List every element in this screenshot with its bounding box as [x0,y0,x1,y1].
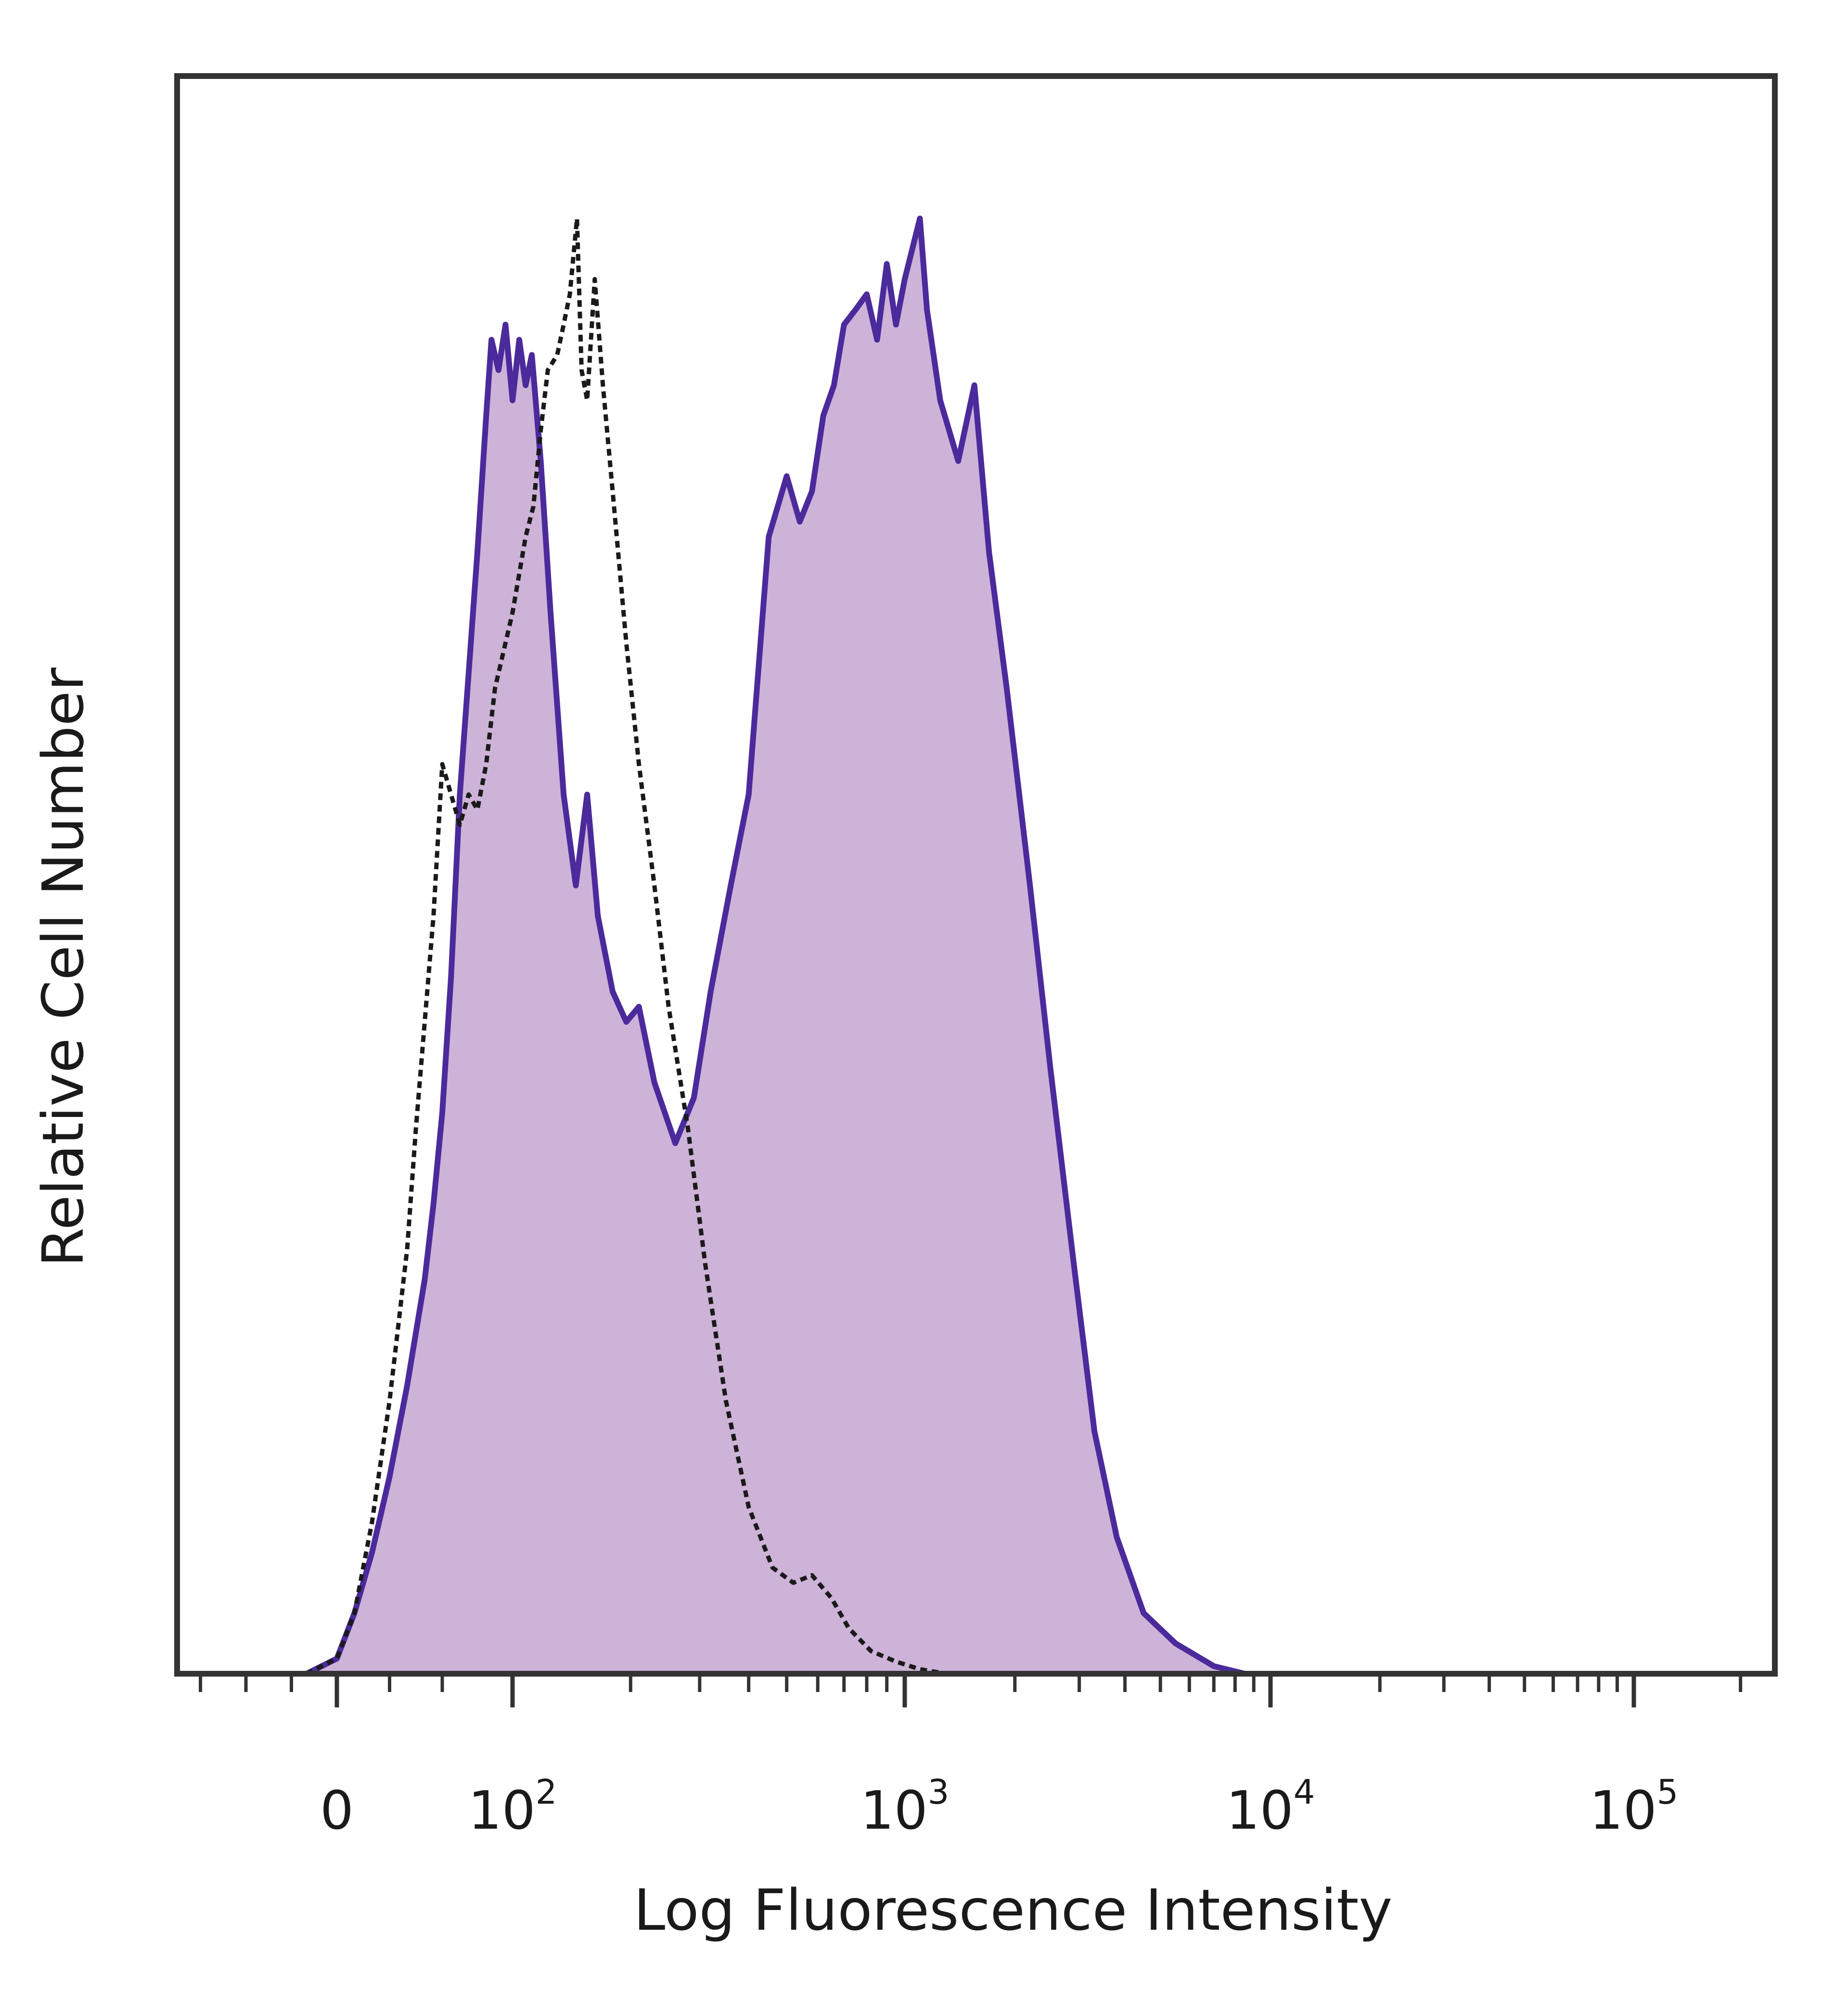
x-tick-label: 103 [860,1772,950,1841]
plot-series [177,216,1775,1677]
x-axis: 0 102 103 104 105 [199,1674,1743,1841]
stained-histogram-line [305,216,1245,1677]
control-histogram-line [305,216,947,1676]
y-axis-title: Relative Cell Number [30,667,96,1267]
x-axis-title: Log Fluorescence Intensity [634,1877,1393,1943]
x-tick-label: 0 [320,1780,354,1841]
x-tick-label: 102 [468,1772,557,1841]
x-tick-label: 104 [1226,1772,1315,1841]
x-tick-label: 105 [1590,1772,1679,1841]
plot-frame [174,73,1778,1677]
stained-histogram-fill [307,218,1245,1674]
